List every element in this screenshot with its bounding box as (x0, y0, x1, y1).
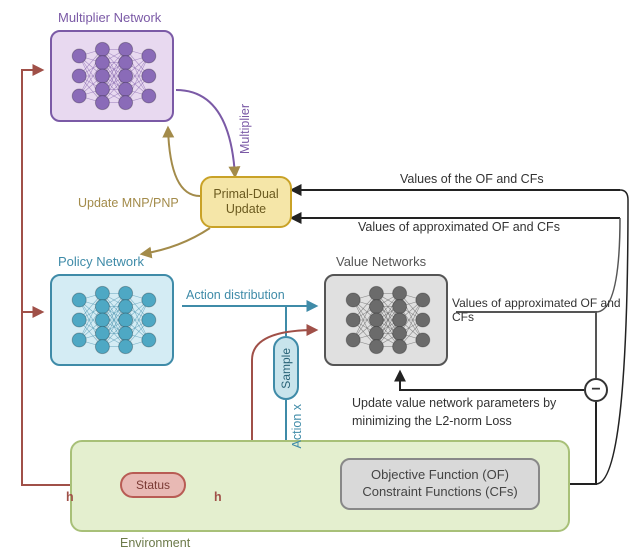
sample-pill: Sample (273, 336, 299, 400)
edge-multiplier-to-primal (176, 90, 235, 176)
label-action-dist: Action distribution (186, 288, 285, 302)
ofcf-box: Objective Function (OF) Constraint Funct… (340, 458, 540, 510)
ofcf-line2: Constraint Functions (CFs) (362, 484, 517, 501)
minus-node: − (584, 378, 608, 402)
label-update-mnp: Update MNP/PNP (78, 196, 179, 210)
label-update-value: Update value network parameters by (352, 396, 556, 410)
environment-title: Environment (120, 536, 190, 550)
value-nn-svg (330, 280, 442, 360)
status-pill: Status (120, 472, 186, 498)
edge-ofcf-up (596, 190, 628, 484)
primal-dual-box: Primal-DualUpdate (200, 176, 292, 228)
multiplier-nn-svg (56, 36, 168, 116)
label-h1: h (66, 490, 74, 504)
label-h2: h (214, 490, 222, 504)
value-title: Value Networks (336, 254, 426, 269)
primal-dual-label: Primal-DualUpdate (213, 187, 278, 217)
edge-minus-to-value (400, 372, 584, 390)
policy-title: Policy Network (58, 254, 144, 269)
multiplier-title: Multiplier Network (58, 10, 161, 25)
edge-primal-to-multiplier (168, 128, 200, 196)
policy-nn-svg (56, 280, 168, 360)
label-multiplier: Multiplier (238, 104, 252, 154)
label-values-approx2: Values of approximated OF and CFs (452, 296, 622, 324)
status-label: Status (136, 478, 170, 492)
sample-label: Sample (279, 348, 293, 389)
multiplier-network (50, 30, 174, 122)
policy-network (50, 274, 174, 366)
edge-primal-to-policy (142, 228, 210, 254)
label-values-approx1: Values of approximated OF and CFs (358, 220, 560, 234)
value-network (324, 274, 448, 366)
label-values-ofcf: Values of the OF and CFs (400, 172, 544, 186)
label-action-x: Action x (290, 404, 304, 448)
ofcf-line1: Objective Function (OF) (371, 467, 509, 484)
label-update-value2: minimizing the L2-norm Loss (352, 414, 512, 428)
